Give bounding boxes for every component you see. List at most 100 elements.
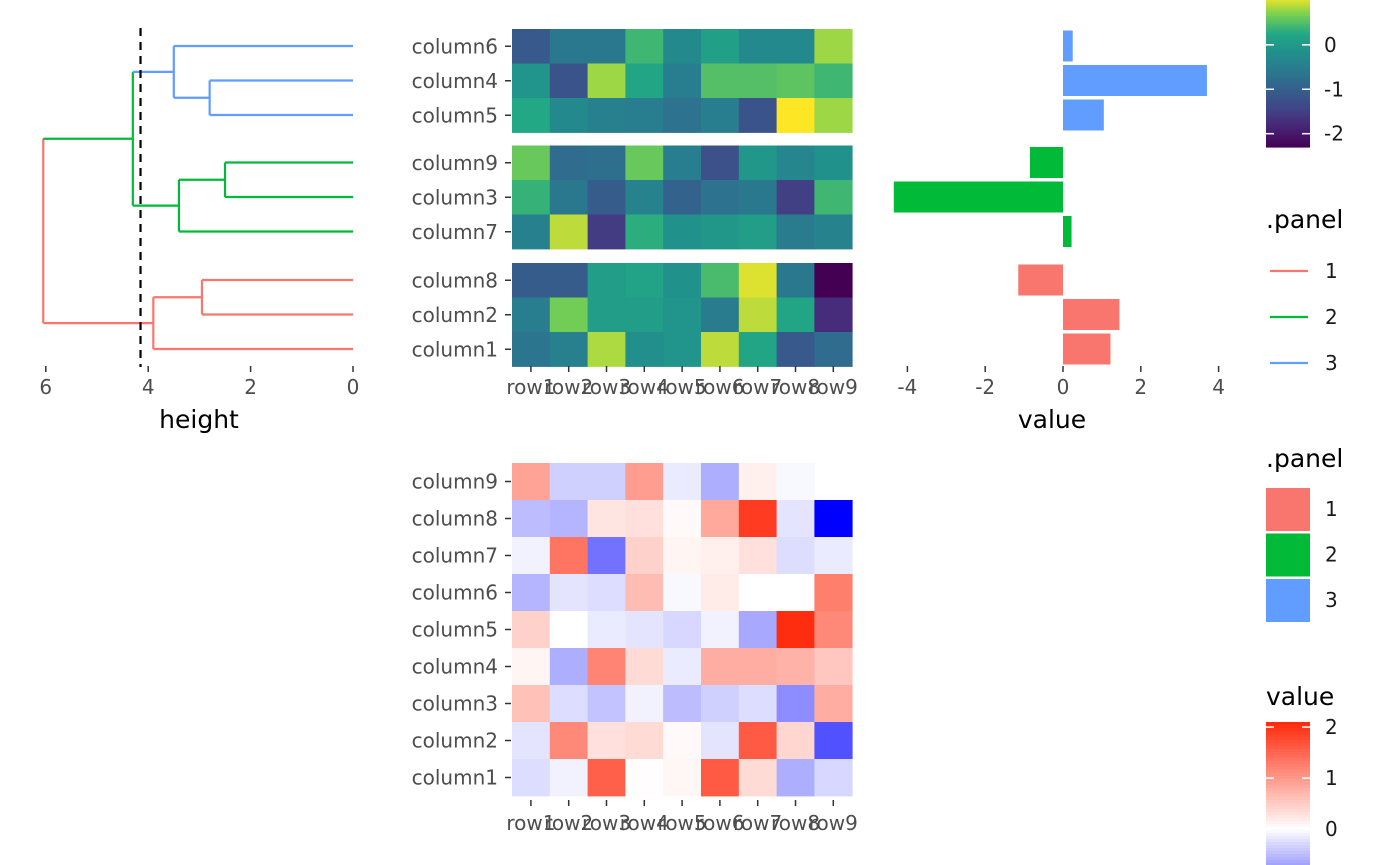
value-heatmap-cell [776,648,815,686]
colorbar-segment [1266,56,1310,60]
value-heatmap-y-tick-label: column5 [412,618,498,642]
colorbar-segment [1266,31,1310,35]
value-heatmap-cell [625,722,664,760]
value-heatmap-cell [549,500,588,538]
value-heatmap-cell [701,648,740,686]
heatmap-cell [701,29,740,64]
value-heatmap-cell [814,648,853,686]
colorbar-segment [1266,779,1310,783]
colorbar-segment [1266,818,1310,822]
colorbar-segment [1266,773,1310,777]
colorbar-segment [1266,848,1310,852]
panel-fill-legend-label: 3 [1325,588,1338,612]
value-heatmap-cell [549,648,588,686]
value-heatmap-cell [512,722,551,760]
colorbar-segment [1266,845,1310,849]
colorbar-segment [1266,74,1310,78]
heatmap-cell [625,297,664,333]
colorbar-segment [1266,758,1310,762]
colorbar-segment [1266,854,1310,858]
colorbar-segment [1266,114,1310,118]
heatmap-y-tick-label: column8 [412,268,498,292]
value-heatmap-x-tick-label: row2 [544,811,593,835]
value-heatmap-cell [776,500,815,538]
heatmap-cell [587,180,626,215]
heatmap-cell [776,145,815,181]
bar-x-tick-label: 2 [1134,375,1147,399]
heatmap-cell [701,297,740,333]
heatmap-cell [701,63,740,99]
colorbar-segment [1266,126,1310,130]
value-heatmap-cell [625,537,664,575]
value-heatmap-cell [701,685,740,723]
bar-column4 [1063,65,1207,96]
value-heatmap-cell [738,537,777,575]
heatmap-y-tick-label: column5 [412,103,498,127]
heatmap-cell [625,180,664,215]
colorbar-segment [1266,13,1310,17]
heatmap-cell [776,29,815,64]
panel-fill-key [1266,488,1310,531]
colorbar-segment [1266,812,1310,816]
colorbar-segment [1266,764,1310,768]
value-heatmap-cell [738,722,777,760]
value-heatmap-cell [512,648,551,686]
colorbar-segment [1266,106,1310,110]
value-heatmap-cell [663,611,702,649]
value-heatmap-cell [587,611,626,649]
colorbar-segment [1266,755,1310,759]
bar-x-tick-label: -4 [897,375,917,399]
value-heatmap-cell [776,759,815,797]
heatmap-cell [776,297,815,333]
value-heatmap-cell [738,648,777,686]
value-heatmap-cell [738,759,777,797]
value-heatmap-cell [512,574,551,612]
value-heatmap-cell [701,463,740,501]
colorbar-segment [1266,43,1310,47]
heatmap-cell [512,297,551,333]
bar-column2 [1063,299,1120,330]
colorbar-segment [1266,16,1310,20]
colorbar-segment [1266,124,1310,128]
value-heatmap-y-tick-label: column8 [412,507,498,531]
value-heatmap-cell [625,574,664,612]
value-heatmap-cell [512,685,551,723]
colorbar-segment [1266,38,1310,42]
bar-column5 [1063,99,1104,131]
colorbar-segment [1266,109,1310,113]
value-heatmap-cell [625,500,664,538]
value-heatmap-x-tick-label: row9 [809,811,858,835]
value-heatmap-cell [701,574,740,612]
heatmap-cell [701,145,740,181]
heatmap-cell [814,98,853,133]
heatmap-cell [738,180,777,215]
value-heatmap-cell [776,722,815,760]
colorbar-segment [1266,734,1310,738]
colorbar-segment [1266,809,1310,813]
value-heatmap-y-tick-label: column9 [412,470,498,494]
colorbar-segment [1266,836,1310,840]
colorbar-segment [1266,839,1310,843]
colorbar-segment [1266,821,1310,825]
dendro-x-tick-label: 6 [39,375,52,399]
heatmap-cell [587,332,626,367]
heatmap-x-tick-label: row5 [658,375,707,399]
heatmap-x-tick-label: row1 [506,375,555,399]
colorbar-segment [1266,752,1310,756]
panel-fill-key [1266,533,1310,577]
value-heatmap-y-tick-label: column3 [412,692,498,716]
value-heatmap-cell [625,611,664,649]
colorbar-segment [1266,101,1310,105]
dendrogram-plot: 6 4 2 0 height [39,28,359,434]
value-colorbar-tick-label: 1 [1325,766,1338,790]
colorbar-segment [1266,46,1310,50]
bar-column6 [1063,30,1073,62]
heatmap-cell [738,29,777,64]
bar-x-tick-label: -2 [975,375,995,399]
value-heatmap-cell [587,537,626,575]
bar-plot: -4 -2 0 2 4 value [893,30,1225,434]
heatmap-cell [663,98,702,133]
heatmap-y-tick-label: column9 [412,151,498,175]
value-heatmap-cell [549,722,588,760]
